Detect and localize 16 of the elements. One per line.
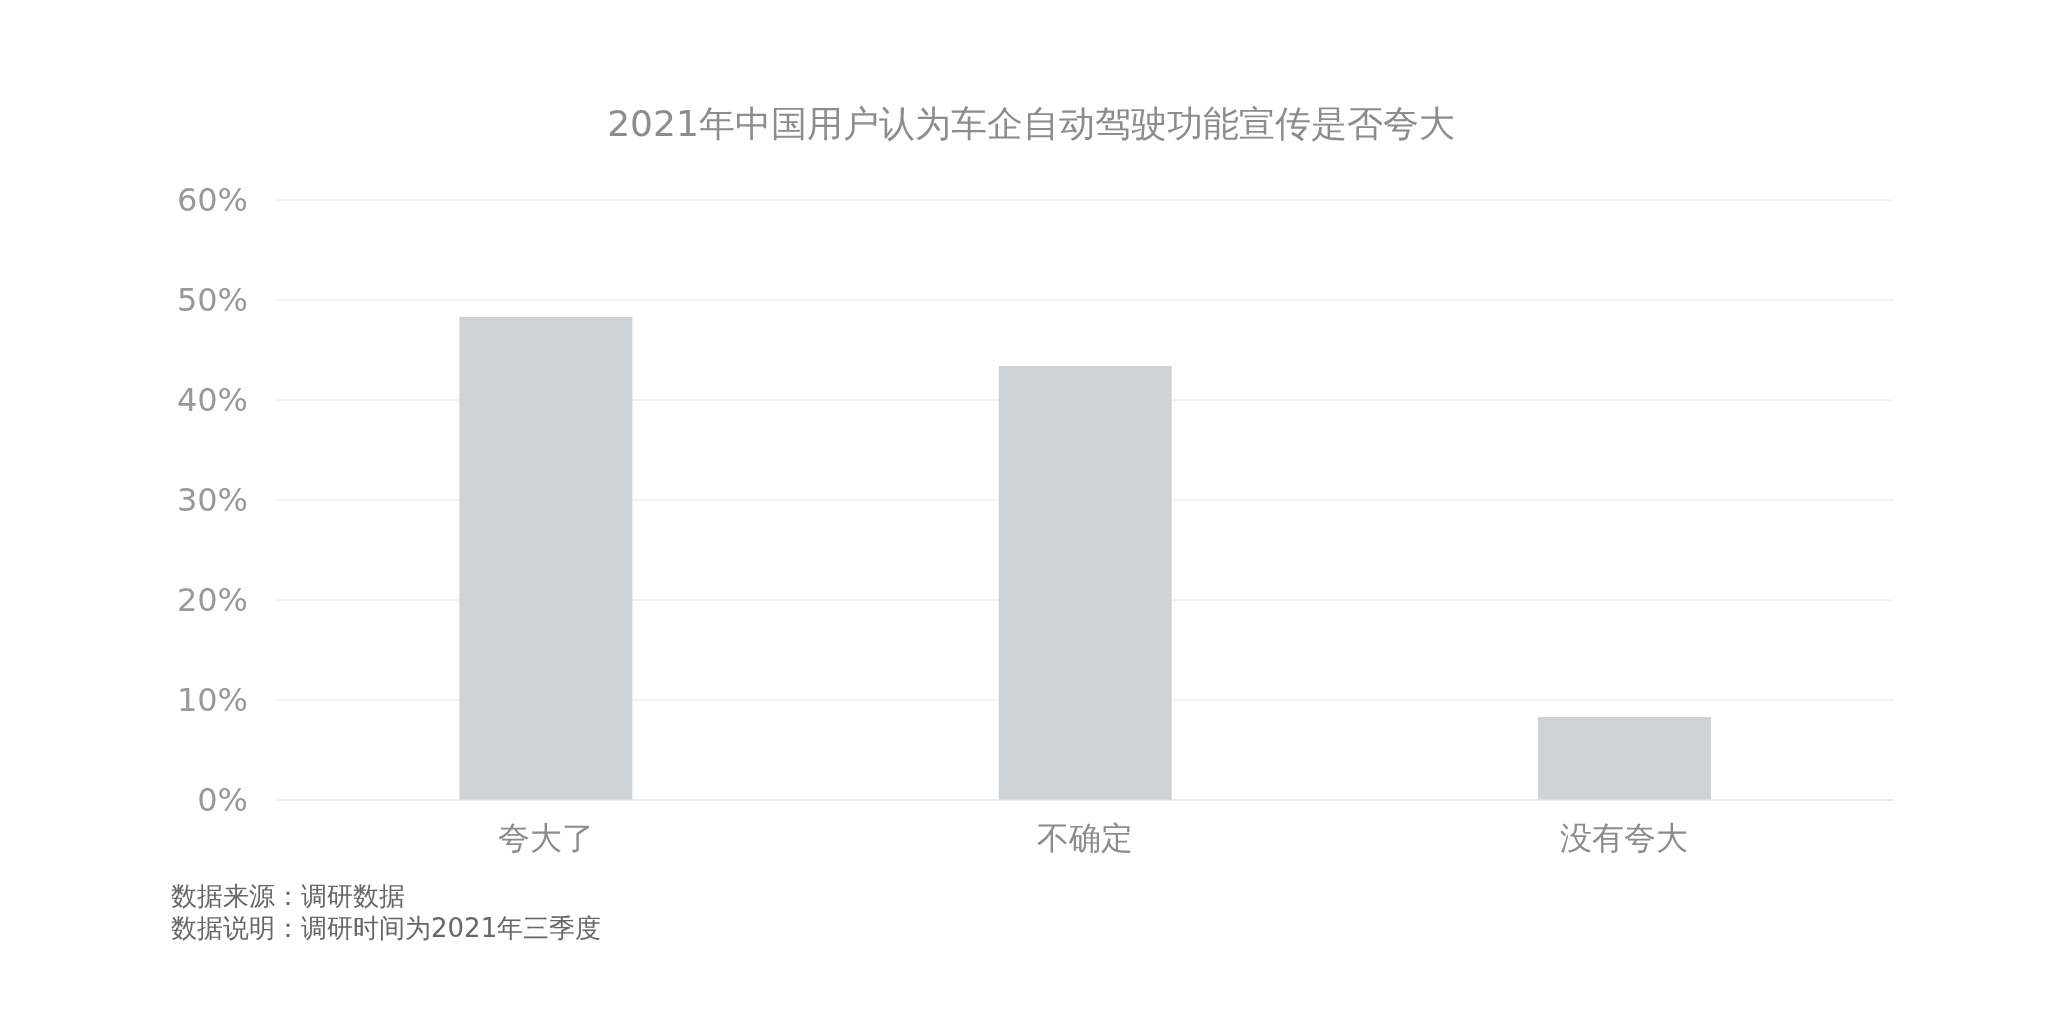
source-note: 数据来源：调研数据 <box>171 880 406 912</box>
y-tick-label: 40% <box>176 381 248 420</box>
x-tick-label: 没有夸大 <box>1560 818 1689 857</box>
y-tick-label: 50% <box>176 281 248 320</box>
x-tick-label: 不确定 <box>1037 818 1133 857</box>
x-tick-label: 夸大了 <box>497 818 594 857</box>
text: 数据说明：调研时间为2021年三季度 <box>171 912 603 944</box>
y-tick-label: 60% <box>176 181 248 220</box>
bar <box>459 317 633 800</box>
y-tick-label: 20% <box>176 581 248 620</box>
y-tick-label: 10% <box>176 681 248 720</box>
bar <box>1538 717 1712 800</box>
bar <box>998 366 1172 800</box>
chart-title: 2021年中国用户认为车企自动驾驶功能宣传是否夸大 <box>606 102 1456 146</box>
y-tick-label: 30% <box>176 481 248 520</box>
y-tick-label: 0% <box>197 781 248 820</box>
